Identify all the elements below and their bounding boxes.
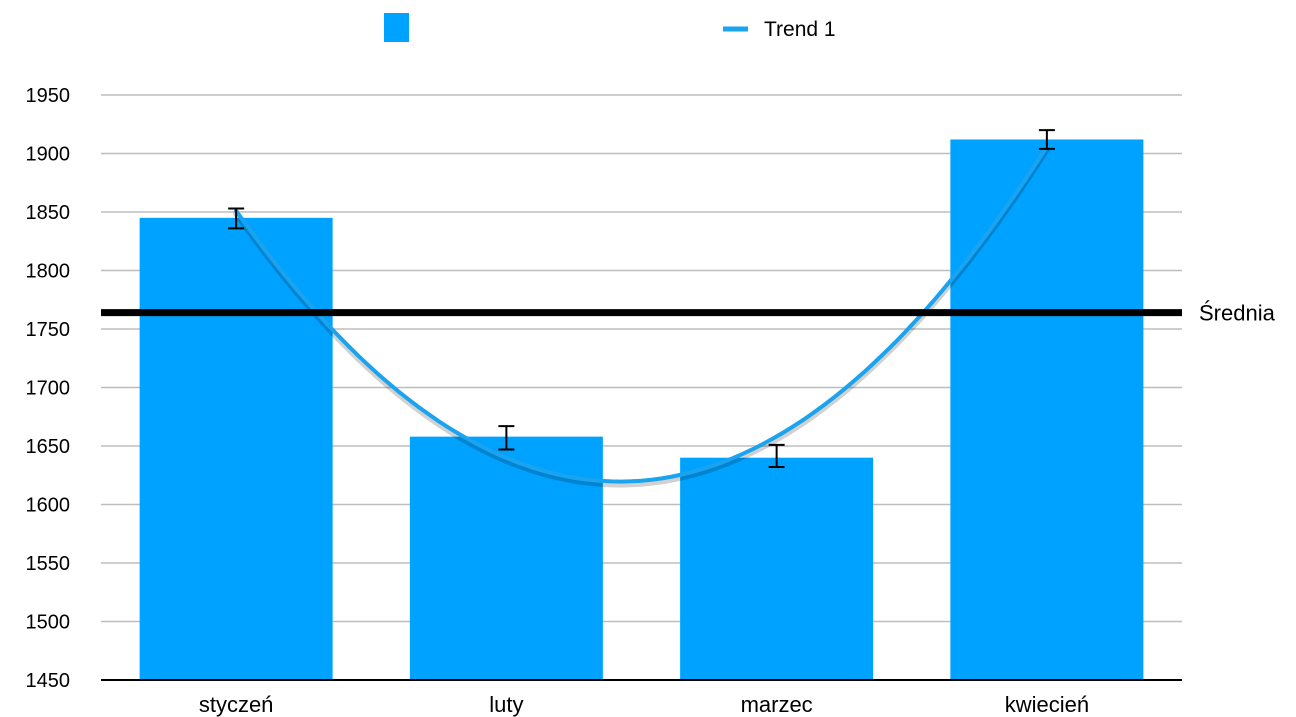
- y-tick-label: 1750: [26, 319, 71, 341]
- y-tick-label: 1550: [26, 553, 71, 575]
- y-tick-label: 1950: [26, 85, 71, 107]
- y-tick-label: 1900: [26, 144, 71, 166]
- y-tick-label: 1450: [26, 670, 71, 692]
- y-tick-label: 1600: [26, 495, 71, 517]
- x-tick-label: kwiecień: [1005, 692, 1089, 717]
- legend-trend-label: Trend 1: [764, 18, 836, 41]
- y-tick-label: 1700: [26, 378, 71, 400]
- average-line-group: Średnia: [101, 301, 1276, 326]
- bar: [680, 457, 874, 680]
- legend: Trend 1: [384, 13, 836, 42]
- x-tick-label: styczeń: [199, 692, 274, 717]
- trendline-shadow: [233, 146, 1050, 488]
- legend-bar-swatch: [384, 13, 409, 42]
- trendline-path: [234, 144, 1049, 484]
- y-tick-label: 1850: [26, 202, 71, 224]
- y-tick-label: 1650: [26, 436, 71, 458]
- trendline: [233, 144, 1050, 488]
- y-tick-label: 1500: [26, 612, 71, 634]
- bar: [409, 436, 603, 680]
- bars: [139, 139, 1144, 680]
- error-bars: [228, 129, 1055, 469]
- bar: [950, 139, 1144, 680]
- y-axis: 1450 1500 1550 1600 1650 1700 1750 1800 1850 1900…: [26, 85, 71, 692]
- x-axis: styczeń luty marzec kwiecień: [101, 679, 1182, 717]
- average-label: Średnia: [1199, 301, 1276, 326]
- bar: [139, 217, 333, 680]
- x-tick-label: marzec: [741, 692, 813, 717]
- x-tick-label: luty: [489, 692, 523, 717]
- y-tick-label: 1800: [26, 261, 71, 283]
